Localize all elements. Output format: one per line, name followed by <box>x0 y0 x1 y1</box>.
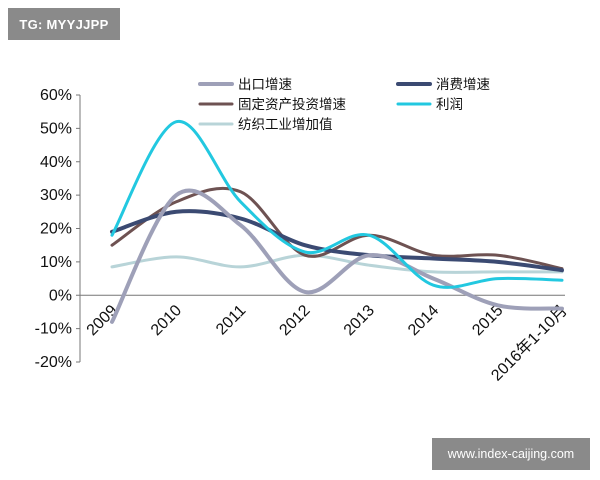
y-tick-label: 40% <box>40 154 72 171</box>
y-tick-label: 60% <box>40 87 72 104</box>
legend-label: 出口增速 <box>238 77 292 93</box>
x-tick-label: 2010 <box>148 302 185 339</box>
legend-label: 固定资产投资增速 <box>238 97 346 113</box>
legend-label: 利润 <box>436 97 463 113</box>
y-axis: 60% 50% 40% 30% 20% 10% 0% -10% -20% <box>35 87 81 371</box>
y-tick-label: 50% <box>40 120 72 137</box>
x-tick-label: 2011 <box>213 302 249 338</box>
y-tick-label: 0% <box>49 287 72 304</box>
channel-tag: TG: MYYJJPP <box>8 8 120 40</box>
legend-label: 消费增速 <box>436 77 490 93</box>
series-line-3 <box>110 120 564 289</box>
x-tick-label: 2009 <box>84 302 121 339</box>
y-tick-label: -20% <box>35 354 72 371</box>
x-tick-label: 2012 <box>276 302 313 339</box>
y-tick-label: 30% <box>40 187 72 204</box>
watermark: www.index-caijing.com <box>432 438 590 470</box>
series-lines <box>110 120 564 324</box>
series-line-0 <box>110 188 564 324</box>
series-line-1 <box>110 209 564 273</box>
x-tick-label: 2014 <box>405 302 442 339</box>
legend-label: 纺织工业增加值 <box>238 117 333 133</box>
series-line-4 <box>110 253 564 274</box>
y-tick-label: -10% <box>35 321 72 338</box>
y-tick-label: 10% <box>40 254 72 271</box>
x-tick-label: 2013 <box>341 302 378 339</box>
y-tick-label: 20% <box>40 221 72 238</box>
